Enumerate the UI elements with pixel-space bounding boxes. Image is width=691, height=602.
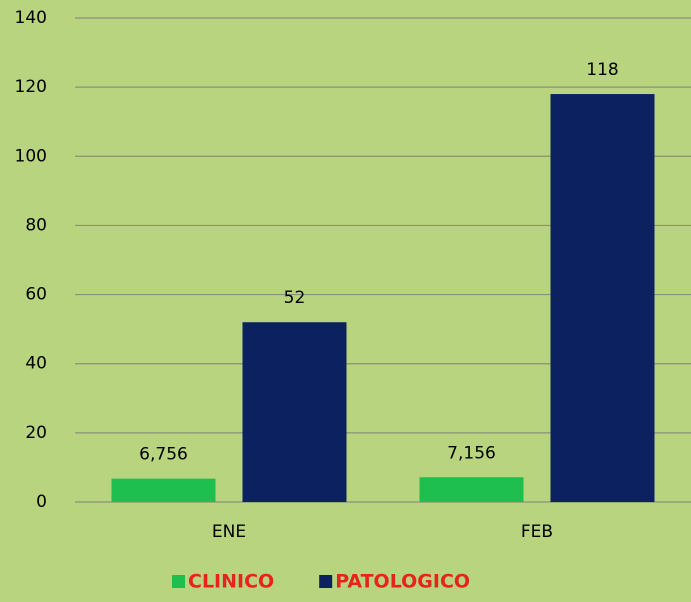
bar	[550, 94, 655, 503]
data-label: 7,156	[447, 443, 496, 463]
data-label: 118	[586, 60, 618, 80]
legend-swatch	[319, 575, 333, 588]
y-tick-label: 140	[15, 8, 47, 28]
y-tick-label: 120	[15, 77, 47, 97]
y-tick-label: 100	[15, 146, 47, 166]
x-tick-label: FEB	[521, 522, 553, 542]
y-tick-label: 80	[25, 215, 47, 235]
bar	[242, 322, 347, 502]
y-tick-label: 60	[25, 285, 47, 305]
data-label: 52	[284, 288, 306, 308]
y-tick-label: 0	[36, 492, 47, 512]
legend-label: CLINICO	[188, 571, 274, 593]
bar	[111, 478, 216, 502]
data-label: 6,756	[139, 445, 188, 465]
bar	[419, 477, 524, 502]
legend-label: PATOLOGICO	[335, 571, 470, 593]
y-tick-label: 40	[25, 354, 47, 374]
x-tick-label: ENE	[212, 522, 246, 542]
legend-swatch	[172, 575, 185, 588]
y-tick-label: 20	[25, 423, 47, 443]
